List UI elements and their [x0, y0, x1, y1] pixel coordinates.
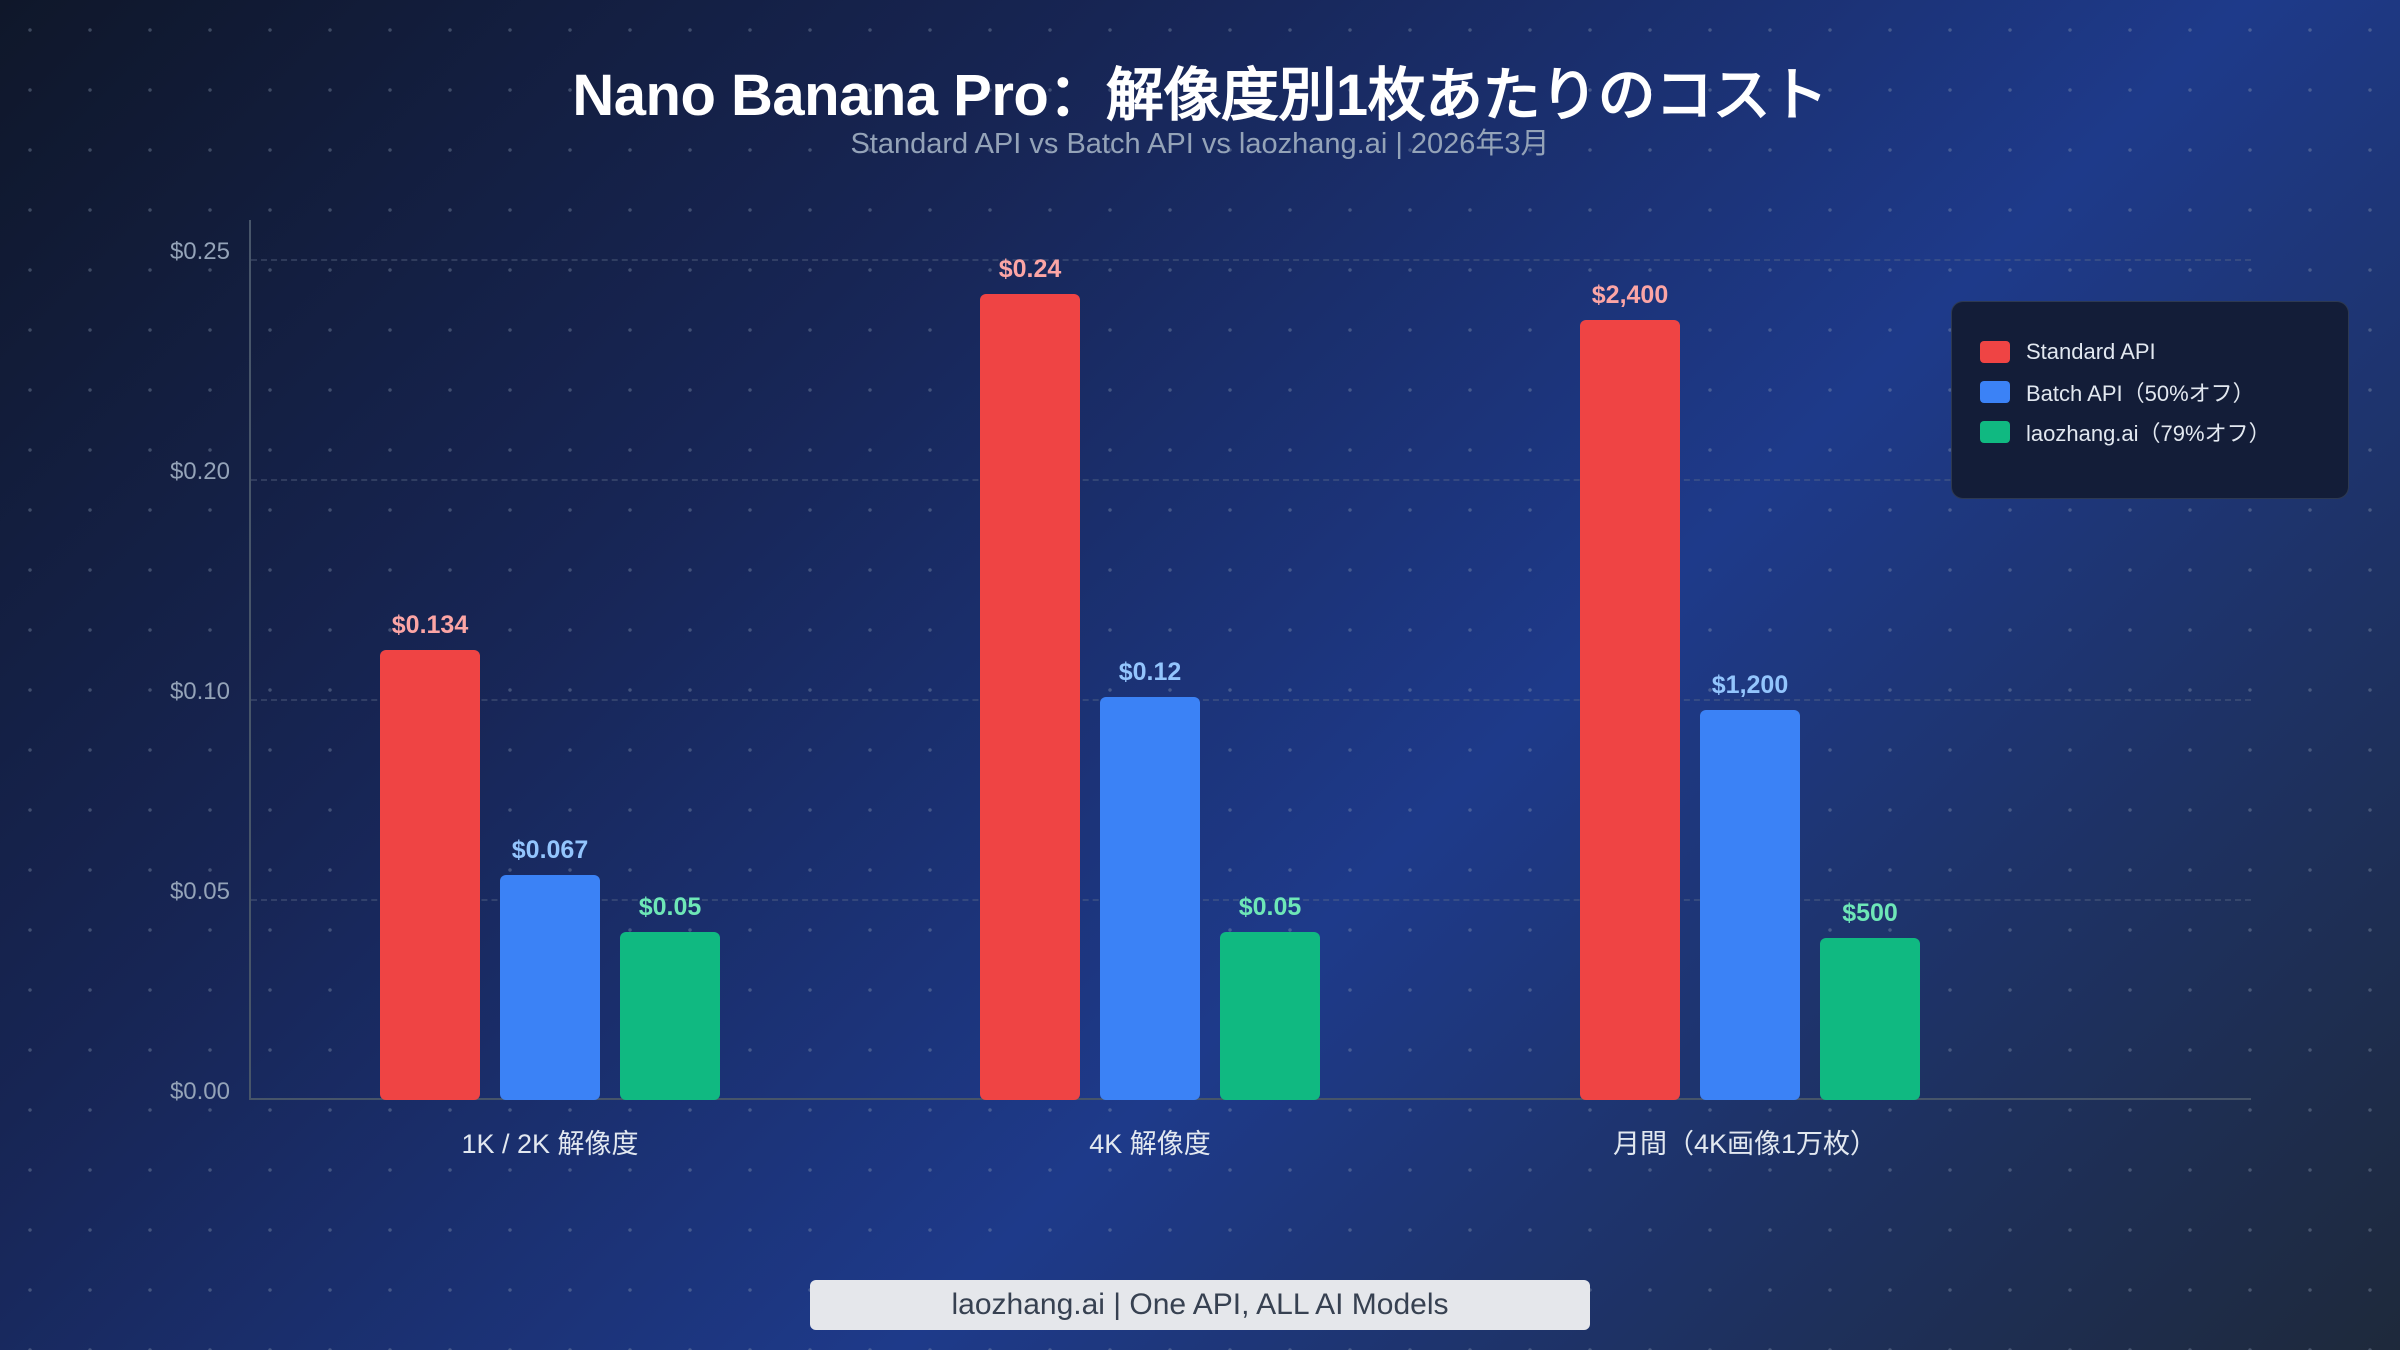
y-tick-label: $0.20 [169, 458, 230, 485]
x-category-label: 4K 解像度 [1089, 1129, 1211, 1159]
legend-label: Batch API（50%オフ） [2026, 381, 2255, 406]
y-axis [249, 220, 251, 1100]
legend-swatch-blue [1980, 381, 2010, 403]
gridline-0.25 [251, 259, 2251, 261]
y-tick-label: $0.05 [169, 878, 230, 905]
legend: Standard API Batch API（50%オフ） laozhang.a… [1951, 301, 2349, 499]
footer-banner: laozhang.ai | One API, ALL AI Models [810, 1280, 1590, 1330]
y-tick-label: $0.10 [169, 678, 230, 705]
bar-batch-monthly [1700, 710, 1800, 1100]
legend-swatch-red [1980, 341, 2010, 363]
chart-subtitle: Standard API vs Batch API vs laozhang.ai… [850, 128, 1550, 160]
x-category-label: 月間（4K画像1万枚） [1612, 1129, 1878, 1159]
bar-value-label: $0.05 [1238, 893, 1302, 921]
bar-laozhang-monthly [1820, 938, 1920, 1100]
gridline-0.20 [251, 479, 2251, 481]
x-category-label: 1K / 2K 解像度 [461, 1129, 639, 1159]
bar-standard-1k2k [380, 650, 480, 1100]
bar-value-label: $0.134 [391, 611, 469, 639]
footer-text: laozhang.ai | One API, ALL AI Models [951, 1288, 1449, 1321]
bar-value-label: $0.12 [1118, 658, 1182, 686]
legend-label: laozhang.ai（79%オフ） [2026, 421, 2271, 446]
bar-batch-4k [1100, 697, 1200, 1100]
gridline-0.05 [251, 899, 2251, 901]
gridline-0.10 [251, 699, 2251, 701]
bar-value-label: $0.067 [511, 836, 589, 864]
bar-standard-monthly [1580, 320, 1680, 1100]
y-tick-label: $0.25 [169, 238, 230, 265]
bar-laozhang-1k2k [620, 932, 720, 1100]
legend-swatch-green [1980, 421, 2010, 443]
bar-laozhang-4k [1220, 932, 1320, 1100]
legend-item-standard: Standard API [1980, 339, 2156, 364]
bar-value-label: $1,200 [1711, 671, 1789, 699]
legend-label: Standard API [2026, 339, 2156, 364]
bar-batch-1k2k [500, 875, 600, 1100]
chart-title: Nano Banana Pro：解像度別1枚あたりのコスト [572, 63, 1828, 128]
y-tick-label: $0.00 [169, 1078, 230, 1105]
bar-standard-4k [980, 294, 1080, 1100]
bar-value-label: $2,400 [1591, 281, 1669, 309]
legend-item-batch: Batch API（50%オフ） [1980, 380, 2255, 406]
bar-value-label: $0.05 [638, 893, 702, 921]
bar-value-label: $0.24 [998, 255, 1062, 283]
legend-item-laozhang: laozhang.ai（79%オフ） [1980, 420, 2271, 446]
bar-value-label: $500 [1842, 899, 1898, 927]
